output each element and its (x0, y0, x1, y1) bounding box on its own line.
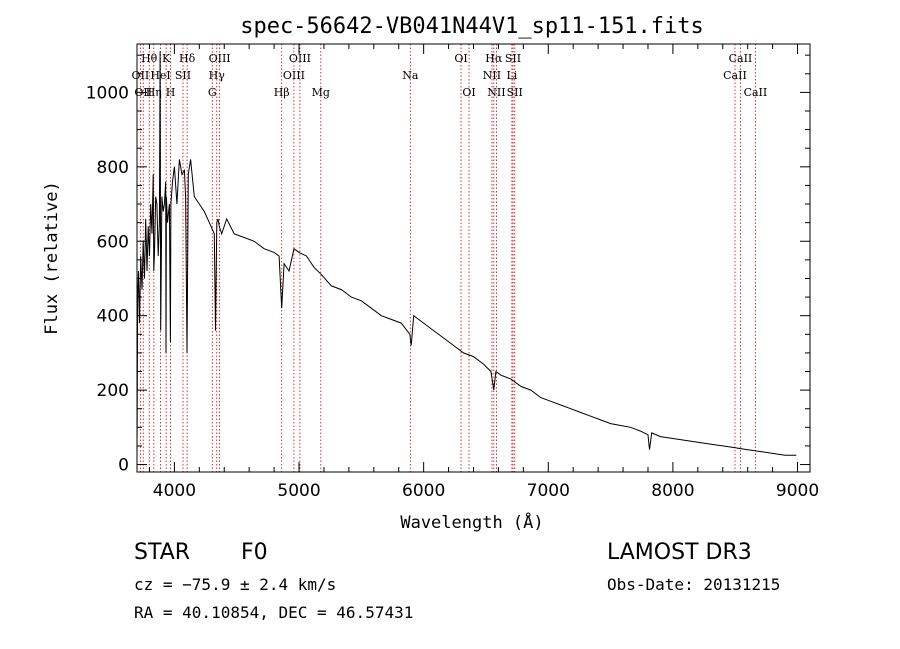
y-tick-label-200: 200 (97, 381, 129, 401)
y-axis-label: Flux (relative) (42, 181, 62, 335)
line-label-4: K (162, 52, 171, 65)
line-label-17: OI (454, 52, 467, 65)
survey-name: LAMOST DR3 (607, 540, 752, 565)
line-label-19: Hα (485, 52, 503, 65)
line-label-16: Na (402, 69, 419, 82)
line-label-22: SII (505, 52, 521, 65)
y-axis-ticks: 0 200 400 600 800 1000 (86, 54, 810, 476)
spectral-subclass: F0 (241, 540, 268, 565)
y-tick-label-0: 0 (118, 456, 129, 476)
line-label-6: H (166, 86, 176, 99)
line-label-13: OIII (289, 52, 311, 65)
line-label-27: CaII (744, 86, 768, 99)
x-tick-label-7000: 7000 (527, 481, 570, 501)
line-label-9: OIII (209, 52, 231, 65)
plot-frame (136, 43, 811, 473)
line-label-12: Hβ (274, 86, 290, 99)
line-label-10: Hγ (209, 69, 226, 82)
line-label-25: CaII (729, 52, 753, 65)
line-label-14: OIII (283, 69, 305, 82)
line-label-1: OII (132, 69, 150, 82)
x-tick-label-4000: 4000 (153, 481, 196, 501)
y-tick-label-1000: 1000 (86, 83, 129, 103)
line-label-15: Mg (312, 86, 330, 99)
line-label-2: Hη (146, 86, 162, 99)
line-label-0: Hθ (141, 52, 158, 65)
chart-title: spec-56642-VB041N44V1_sp11-151.fits (240, 14, 704, 39)
coordinates: RA = 40.10854, DEC = 46.57431 (134, 603, 414, 622)
x-axis-ticks: 4000 5000 6000 7000 8000 9000 (148, 44, 819, 501)
line-label-23: Li (506, 69, 517, 82)
y-tick-label-400: 400 (97, 307, 129, 327)
line-label-11: G (208, 86, 217, 99)
line-label-26: CaII (723, 69, 747, 82)
x-tick-label-6000: 6000 (402, 481, 445, 501)
y-tick-label-600: 600 (97, 232, 129, 252)
spectrum-line (136, 51, 797, 458)
x-tick-label-8000: 8000 (651, 481, 694, 501)
x-axis-label: Wavelength (Å) (400, 511, 543, 533)
spectral-line-markers (139, 44, 756, 472)
line-label-21: NII (487, 86, 505, 99)
y-tick-label-800: 800 (97, 158, 129, 178)
line-label-8: SII (175, 69, 191, 82)
redshift-velocity: cz = −75.9 ± 2.4 km/s (134, 575, 337, 594)
line-label-20: NII (483, 69, 501, 82)
line-label-7: Hδ (179, 52, 196, 65)
x-tick-label-9000: 9000 (776, 481, 819, 501)
observation-date: Obs-Date: 20131215 (607, 575, 781, 594)
line-label-24: SII (507, 86, 523, 99)
object-class: STAR (134, 540, 191, 565)
x-tick-label-5000: 5000 (277, 481, 320, 501)
line-label-18: OI (462, 86, 475, 99)
